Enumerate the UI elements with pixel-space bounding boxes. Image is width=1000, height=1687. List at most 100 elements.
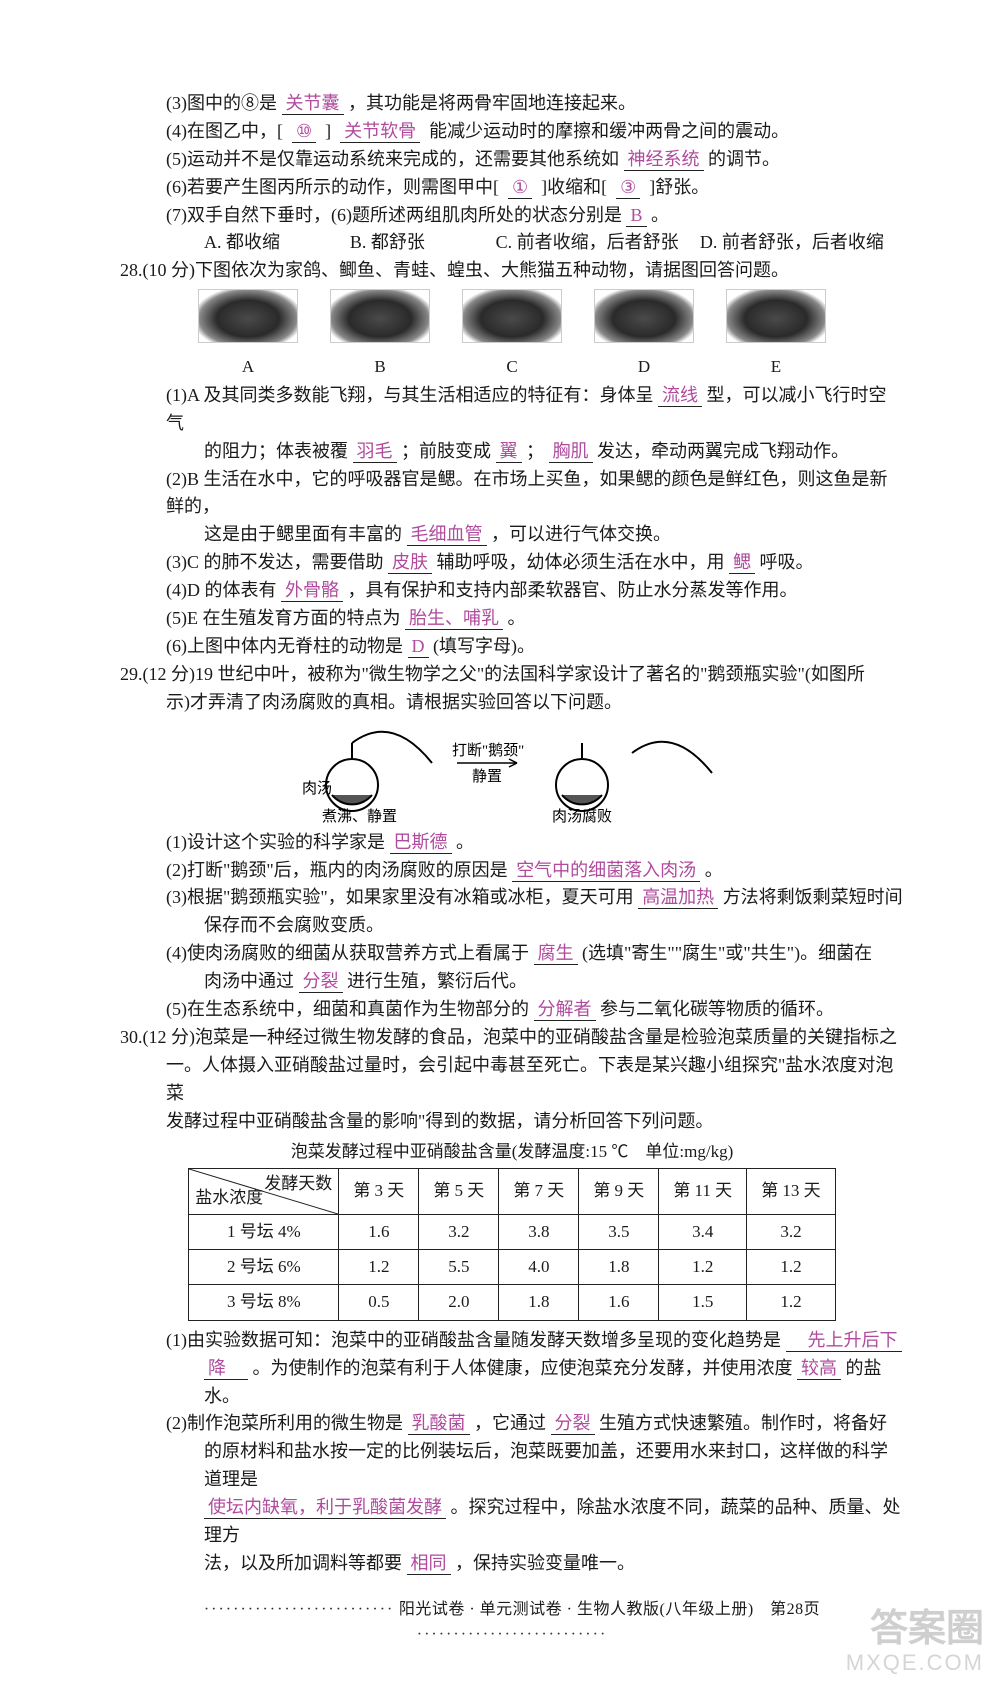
cell: 1.6 [579, 1285, 659, 1320]
cell: 3.8 [499, 1214, 579, 1249]
svg-text:肉汤腐败: 肉汤腐败 [552, 807, 612, 823]
q28-2: (2)B 生活在水中，它的呼吸器官是鳃。在市场上买鱼，如果鳃的颜色是鲜红色，则这… [120, 466, 904, 522]
q27-6: (6)若要产生图丙所示的动作，则需图甲中[ ① ]收缩和[ ③ ]舒张。 [120, 174, 904, 202]
ans: ⑩ [292, 121, 316, 143]
q30-2: (2)制作泡菜所利用的微生物是 乳酸菌 ，它通过 分裂 生殖方式快速繁殖。制作时… [120, 1410, 904, 1438]
page-footer: ·························· 阳光试卷 · 单元测试卷 … [120, 1598, 904, 1648]
diag-top: 发酵天数 [264, 1171, 332, 1197]
cell: 1.2 [747, 1285, 836, 1320]
txt: 能减少运动时的摩擦和缓冲两骨之间的震动。 [425, 121, 790, 141]
cell: 1.2 [339, 1250, 419, 1285]
q27-7: (7)双手自然下垂时，(6)题所述两组肌肉所处的状态分别是 B 。 [120, 202, 904, 230]
ans: 腐生 [534, 943, 578, 965]
q30-head1: 30.(12 分)泡菜是一种经过微生物发酵的食品，泡菜中的亚硝酸盐含量是检验泡菜… [120, 1024, 904, 1052]
txt: 这是由于鳃里面有丰富的 [204, 524, 402, 544]
txt: (4)使肉汤腐败的细菌从获取营养方式上看属于 [166, 943, 529, 963]
q27-4: (4)在图乙中，[ ⑩ ] 关节软骨 能减少运动时的摩擦和缓冲两骨之间的震动。 [120, 118, 904, 146]
txt: (填写字母)。 [433, 636, 535, 656]
diag-bot: 盐水浓度 [195, 1185, 263, 1211]
txt: (7)双手自然下垂时，(6)题所述两组肌肉所处的状态分别是 [166, 205, 622, 225]
ans: 胎生、哺乳 [405, 608, 503, 630]
ans: 关节软骨 [340, 121, 420, 143]
txt: (4)在图乙中，[ [166, 121, 287, 141]
txt: ，可以进行气体交换。 [491, 524, 671, 544]
ans: 流线 [658, 385, 702, 407]
cell: 3.2 [419, 1214, 499, 1249]
ans: 分解者 [534, 999, 596, 1021]
col: 第 7 天 [499, 1168, 579, 1214]
flask-diagram: 肉汤 煮沸、静置 打断"鹅颈" 静置 肉汤腐败 [292, 723, 732, 823]
q28-6: (6)上图中体内无脊柱的动物是 D (填写字母)。 [120, 633, 904, 661]
txt: ，它通过 [474, 1413, 546, 1433]
q30-head2: 一。人体摄入亚硝酸盐过量时，会引起中毒甚至死亡。下表是某兴趣小组探究"盐水浓度对… [120, 1052, 904, 1108]
ans: 相同 [407, 1553, 451, 1575]
txt: (3)根据"鹅颈瓶实验"，如果家里没有冰箱或冰柜，夏天可用 [166, 887, 634, 907]
col: 第 11 天 [659, 1168, 747, 1214]
txt: (5)运动并不是仅靠运动系统来完成的，还需要其他系统如 [166, 149, 619, 169]
q29-4b: 肉汤中通过 分裂 进行生殖，繁衍后代。 [120, 968, 904, 996]
q29-1: (1)设计这个实验的科学家是 巴斯德 。 [120, 829, 904, 857]
q28-1: (1)A 及其同类多数能飞翔，与其生活相适应的特征有：身体呈 流线 型，可以减小… [120, 382, 904, 438]
cell: 3.2 [747, 1214, 836, 1249]
txt: ]收缩和[ [537, 177, 612, 197]
ans: 翼 [496, 441, 522, 463]
txt: 。 [456, 832, 474, 852]
txt: ；前肢变成 [401, 441, 491, 461]
q29-head2: 示)才弄清了肉汤腐败的真相。请根据实验回答以下问题。 [120, 689, 904, 717]
ans: 降 [204, 1358, 248, 1380]
img-locust: D [594, 289, 694, 380]
txt: (2)打断"鹅颈"后，瓶内的肉汤腐败的原因是 [166, 860, 508, 880]
q29-2: (2)打断"鹅颈"后，瓶内的肉汤腐败的原因是 空气中的细菌落入肉汤 。 [120, 857, 904, 885]
txt: ，其功能是将两骨牢固地连接起来。 [348, 93, 636, 113]
q28-4: (4)D 的体表有 外骨骼 ，具有保护和支持内部柔软器官、防止水分蒸发等作用。 [120, 577, 904, 605]
ans: 神经系统 [624, 149, 704, 171]
cell: 1.2 [747, 1250, 836, 1285]
ans: 羽毛 [353, 441, 397, 463]
cell: 1.2 [659, 1250, 747, 1285]
q30-2d: 法，以及所加调料等都要 相同 ，保持实验变量唯一。 [120, 1550, 904, 1578]
ans: 毛细血管 [407, 524, 487, 546]
lbl: D [594, 354, 694, 380]
txt: (3)图中的⑧是 [166, 93, 277, 113]
q30-tbl-cap: 泡菜发酵过程中亚硝酸盐含量(发酵温度:15 ℃ 单位:mg/kg) [120, 1139, 904, 1165]
q30-1b: 降 。为使制作的泡菜有利于人体健康，应使泡菜充分发酵，并使用浓度 较高 的盐水。 [120, 1355, 904, 1411]
img-fish: B [330, 289, 430, 380]
col: 第 3 天 [339, 1168, 419, 1214]
q30-2b: 的原材料和盐水按一定的比例装坛后，泡菜既要加盖，还要用水来封口，这样做的科学道理… [120, 1438, 904, 1494]
txt: (2)制作泡菜所利用的微生物是 [166, 1413, 403, 1433]
ans: 分裂 [299, 971, 343, 993]
ans: ③ [616, 177, 640, 199]
opt-a: A. 都收缩 [204, 229, 350, 257]
cell: 2.0 [419, 1285, 499, 1320]
ans: 外骨骼 [281, 580, 343, 602]
txt: ] [321, 121, 336, 141]
footer-text: 阳光试卷 · 单元测试卷 · 生物人教版(八年级上册) 第28页 [399, 1601, 820, 1618]
col: 第 5 天 [419, 1168, 499, 1214]
txt: ]舒张。 [645, 177, 710, 197]
txt: 的调节。 [708, 149, 780, 169]
cell: 1.6 [339, 1214, 419, 1249]
ans: 使坛内缺氧，利于乳酸菌发酵 [204, 1497, 446, 1519]
txt: 参与二氧化碳等物质的循环。 [600, 999, 834, 1019]
opt-c: C. 前者收缩，后者舒张 [496, 229, 700, 257]
cell: 1.8 [579, 1250, 659, 1285]
tbl-head: 发酵天数 盐水浓度 第 3 天 第 5 天 第 7 天 第 9 天 第 11 天… [189, 1168, 835, 1214]
q29-head1: 29.(12 分)19 世纪中叶，被称为"微生物学之父"的法国科学家设计了著名的… [120, 661, 904, 689]
txt: 。 [705, 860, 723, 880]
cell: 0.5 [339, 1285, 419, 1320]
diag-cell: 发酵天数 盐水浓度 [189, 1168, 339, 1214]
opt-d: D. 前者舒张，后者收缩 [700, 229, 904, 257]
txt: (6)若要产生图丙所示的动作，则需图甲中[ [166, 177, 503, 197]
q27-3: (3)图中的⑧是 关节囊 ，其功能是将两骨牢固地连接起来。 [120, 90, 904, 118]
table-row: 3 号坛 8% 0.5 2.0 1.8 1.6 1.5 1.2 [189, 1285, 835, 1320]
q29-5: (5)在生态系统中，细菌和真菌作为生物部分的 分解者 参与二氧化碳等物质的循环。 [120, 996, 904, 1024]
q28-1b: 的阻力；体表被覆 羽毛 ；前肢变成 翼 ； 胸肌 发达，牵动两翼完成飞翔动作。 [120, 438, 904, 466]
txt: (6)上图中体内无脊柱的动物是 [166, 636, 403, 656]
cell: 3.4 [659, 1214, 747, 1249]
ans: 关节囊 [282, 93, 344, 115]
txt: (1)由实验数据可知：泡菜中的亚硝酸盐含量随发酵天数增多呈现的变化趋势是 [166, 1330, 781, 1350]
opt-b: B. 都舒张 [350, 229, 496, 257]
txt: ； [526, 441, 544, 461]
col: 第 13 天 [747, 1168, 836, 1214]
cell: 5.5 [419, 1250, 499, 1285]
